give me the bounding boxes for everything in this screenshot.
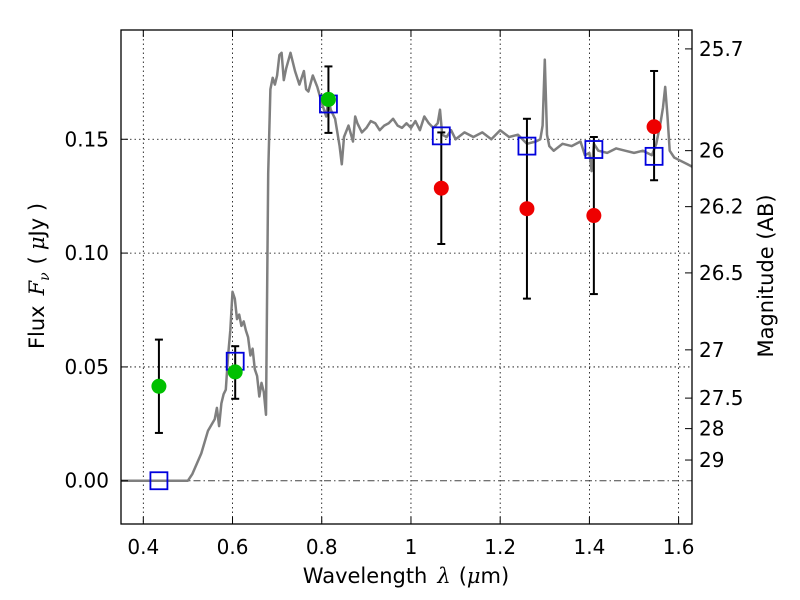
y-tick-label: 0.15 xyxy=(64,127,109,151)
x-tick-label: 0.6 xyxy=(217,535,249,559)
model-photometry-square xyxy=(517,136,537,156)
axis-ticks xyxy=(121,30,692,524)
y-tick-labels: 0.00 0.05 0.10 0.15 xyxy=(64,127,109,492)
y-tick-label: 0.10 xyxy=(64,241,109,265)
green-data-point xyxy=(227,364,243,380)
red-data-point xyxy=(433,180,449,196)
x-tick-label: 0.8 xyxy=(306,535,338,559)
magnitude-tick-label: 26.2 xyxy=(699,195,744,219)
error-bars xyxy=(154,65,659,434)
magnitude-tick-label: 28 xyxy=(699,417,724,441)
green-data-point xyxy=(151,378,167,394)
magnitude-tick-label: 27 xyxy=(699,338,724,362)
model-sed-line xyxy=(121,51,693,482)
x-tick-label: 1.2 xyxy=(484,535,516,559)
magnitude-tick-label: 25.7 xyxy=(699,37,744,61)
magnitude-tick-label: 29 xyxy=(699,448,724,472)
magnitude-tick-label: 26.5 xyxy=(699,261,744,285)
x-tick-label: 1 xyxy=(405,535,418,559)
model-photometry-square xyxy=(644,146,664,166)
observed-points xyxy=(151,91,662,394)
magnitude-tick-label: 27.5 xyxy=(699,386,744,410)
model-photometry-square xyxy=(149,471,169,491)
x-tick-labels: 0.4 0.6 0.8 1 1.2 1.4 1.6 xyxy=(127,535,694,559)
magnitude-tick-label: 26 xyxy=(699,139,724,163)
model-photometry-squares xyxy=(149,94,664,491)
red-data-point xyxy=(586,208,602,224)
green-data-point xyxy=(320,91,336,107)
red-data-point xyxy=(646,119,662,135)
x-tick-label: 1.4 xyxy=(573,535,605,559)
y-axis-label: FluxFν(μJy ) xyxy=(25,203,53,349)
model-photometry-square xyxy=(431,126,451,146)
model-photometry-square xyxy=(584,140,604,159)
y-tick-label: 0.05 xyxy=(64,355,109,379)
x-axis-label: Wavelength λ (μm) xyxy=(303,564,509,588)
magnitude-axis-label: Magnitude (AB) xyxy=(754,194,778,357)
magnitude-tick-labels: 25.7 26 26.2 26.5 27 27.5 28 29 xyxy=(699,37,744,472)
x-tick-label: 0.4 xyxy=(127,535,159,559)
red-data-point xyxy=(519,201,535,217)
y-tick-label: 0.00 xyxy=(64,469,109,493)
plot-frame xyxy=(120,29,693,525)
x-tick-label: 1.6 xyxy=(663,535,695,559)
grid xyxy=(121,30,692,524)
